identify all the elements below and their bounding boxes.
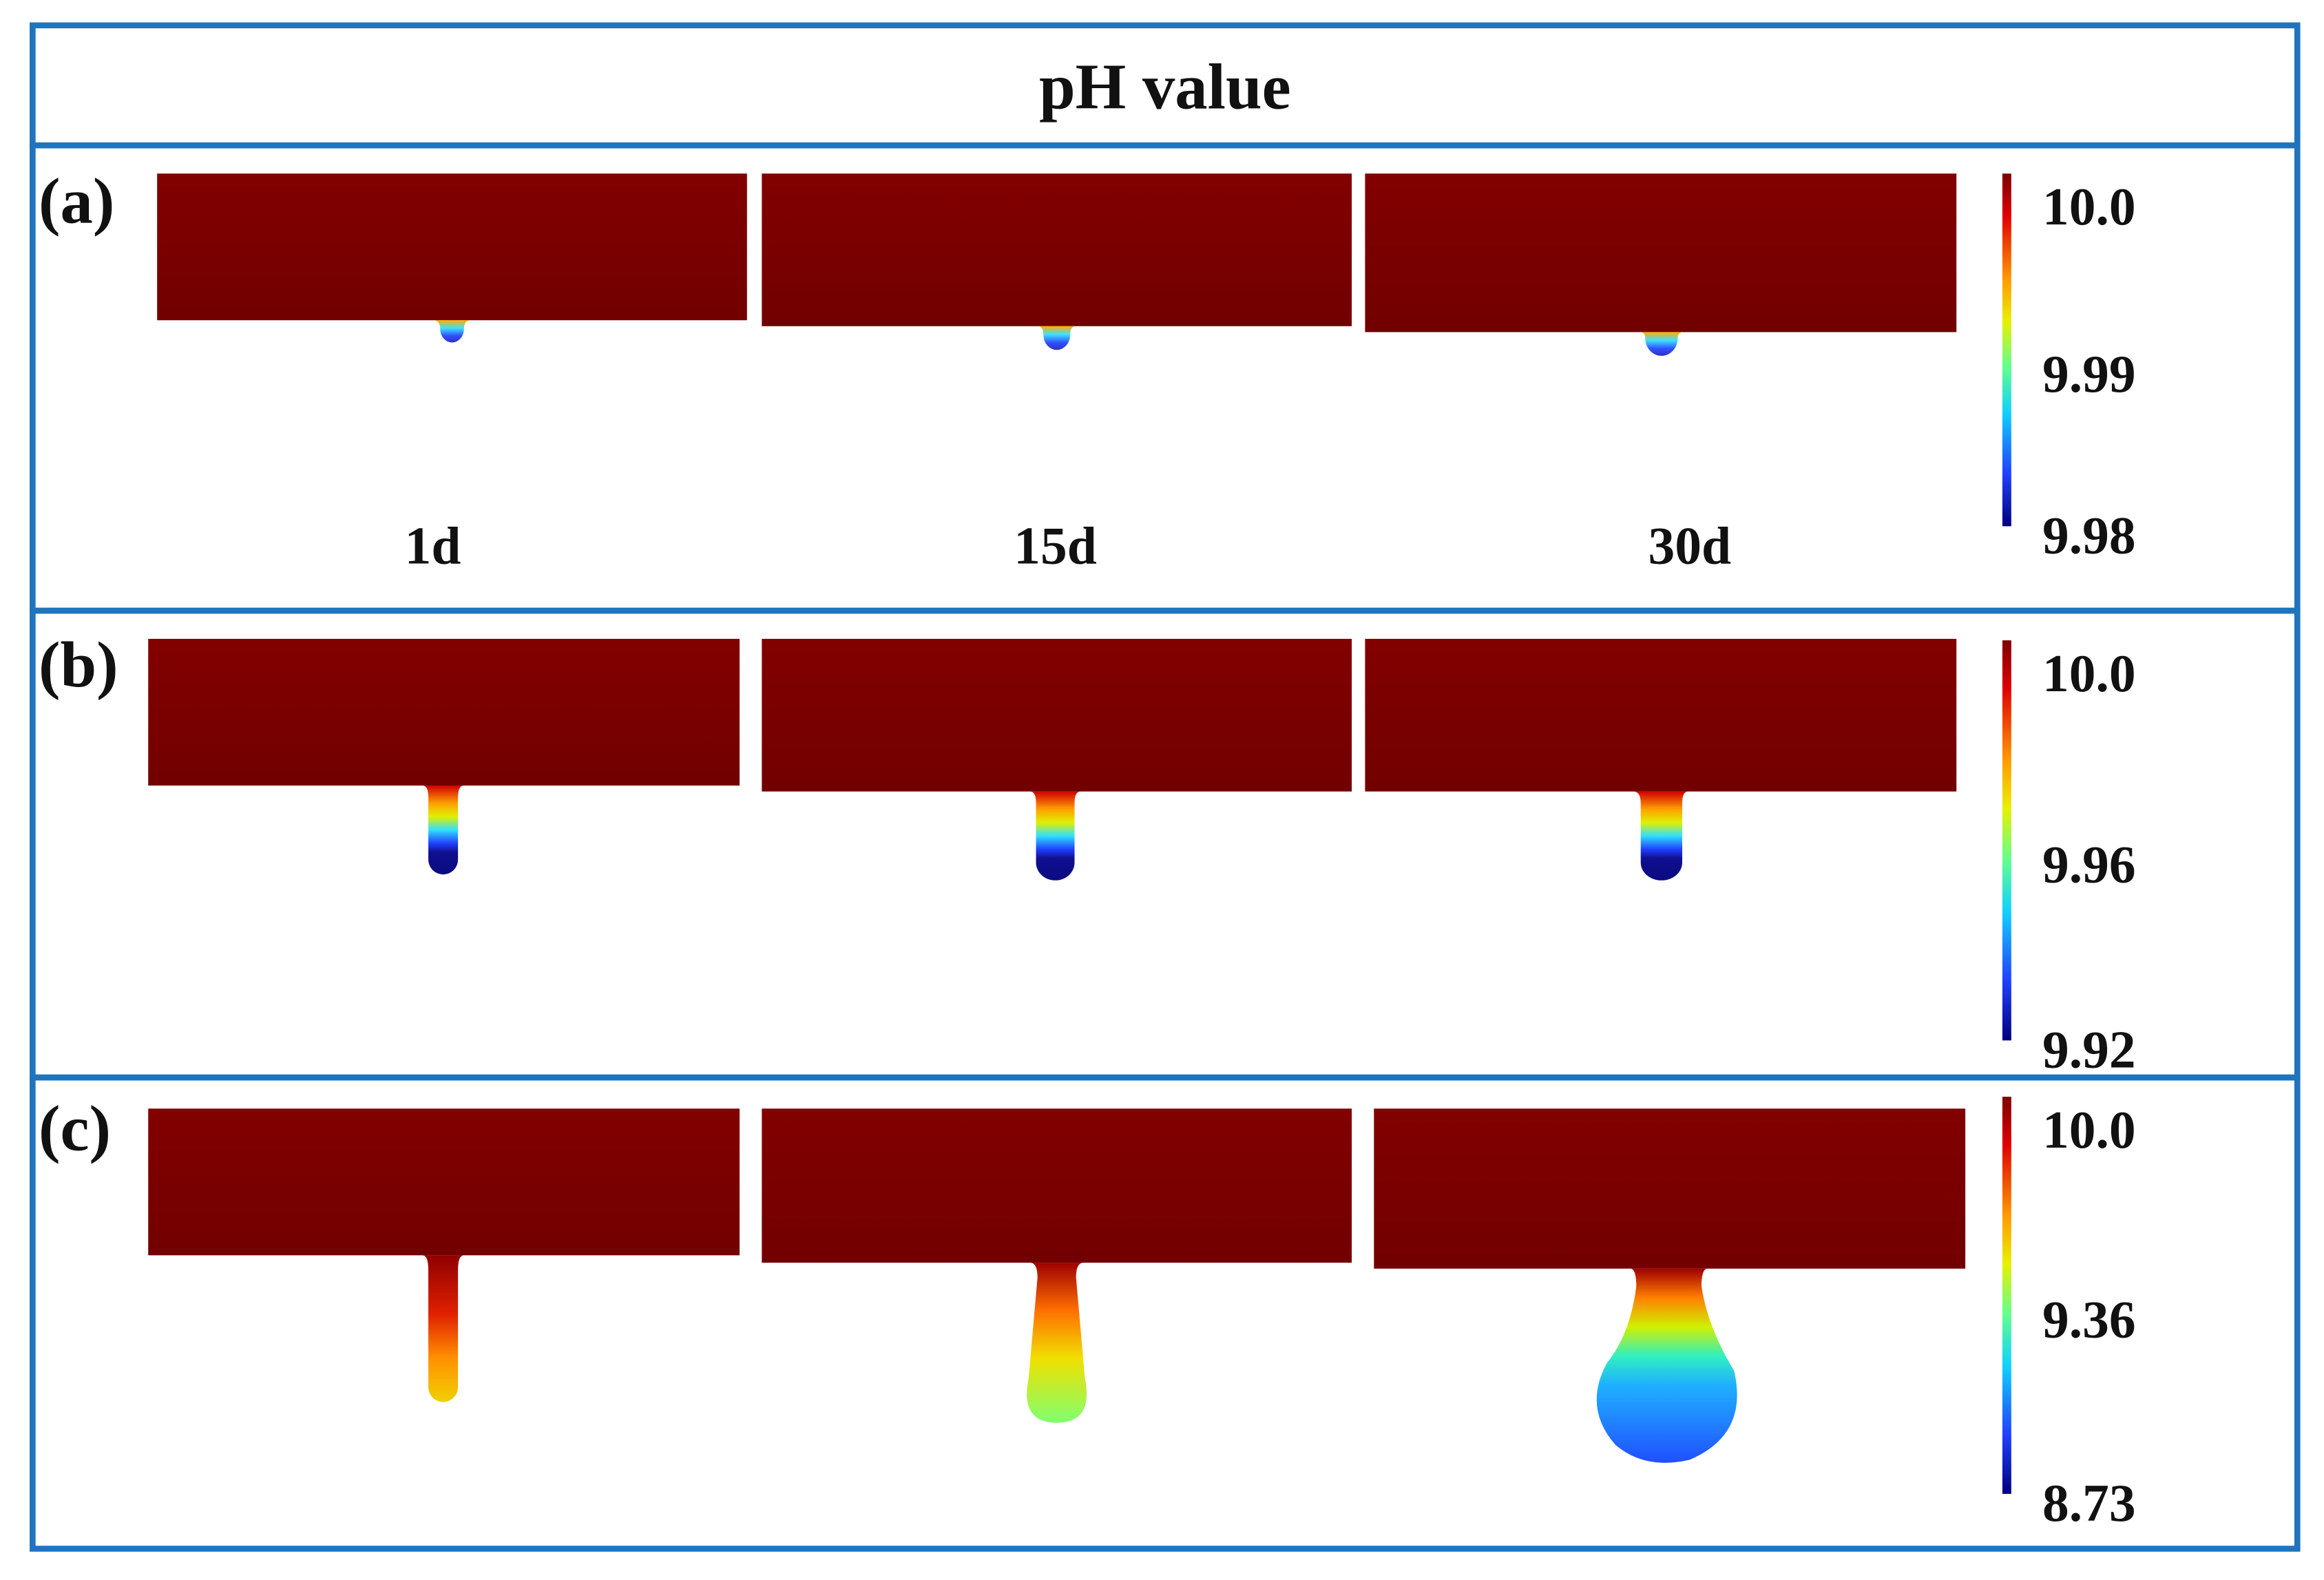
figure-title: pH value bbox=[1039, 52, 1291, 123]
panel-frame bbox=[30, 1074, 2301, 1552]
panel-label: (b) bbox=[39, 629, 118, 701]
domain-slab bbox=[1374, 1108, 1966, 1269]
colorbar-tick-label: 9.36 bbox=[2042, 1289, 2136, 1349]
colorbar-tick-label: 10.0 bbox=[2042, 644, 2136, 703]
colorbar-tick-label: 8.73 bbox=[2042, 1473, 2136, 1532]
colorbar-tick-label: 9.96 bbox=[2042, 835, 2136, 894]
colorbar-tick-label: 9.98 bbox=[2042, 506, 2136, 565]
pit-field bbox=[1027, 1263, 1087, 1423]
domain-slab bbox=[1365, 638, 1957, 792]
pit-field bbox=[1633, 791, 1688, 881]
domain-slab bbox=[148, 638, 740, 786]
domain-slab bbox=[762, 638, 1352, 792]
pit-field bbox=[1639, 332, 1684, 356]
colorbar bbox=[2002, 173, 2011, 527]
colorbar-tick-label: 10.0 bbox=[2042, 1100, 2136, 1159]
domain-slab bbox=[148, 1108, 740, 1256]
pit-field bbox=[432, 320, 472, 343]
colorbar-tick-label: 10.0 bbox=[2042, 177, 2136, 236]
pit-field bbox=[1037, 326, 1076, 350]
pit-field bbox=[1596, 1268, 1737, 1463]
panel-label: (c) bbox=[39, 1093, 111, 1165]
pit-field bbox=[422, 786, 464, 875]
panel-label: (a) bbox=[39, 165, 114, 237]
domain-slab bbox=[157, 173, 747, 321]
time-label: 15d bbox=[1014, 516, 1097, 576]
colorbar-tick-label: 9.92 bbox=[2042, 1020, 2136, 1079]
pit-field bbox=[1029, 791, 1081, 881]
colorbar-tick-label: 9.99 bbox=[2042, 344, 2136, 403]
time-label: 30d bbox=[1648, 516, 1731, 576]
domain-slab bbox=[1365, 173, 1957, 333]
colorbar bbox=[2002, 640, 2011, 1041]
pit-field bbox=[422, 1255, 464, 1402]
domain-slab bbox=[762, 1108, 1352, 1263]
time-label: 1d bbox=[405, 516, 461, 576]
domain-slab bbox=[762, 173, 1352, 326]
colorbar bbox=[2002, 1097, 2011, 1494]
